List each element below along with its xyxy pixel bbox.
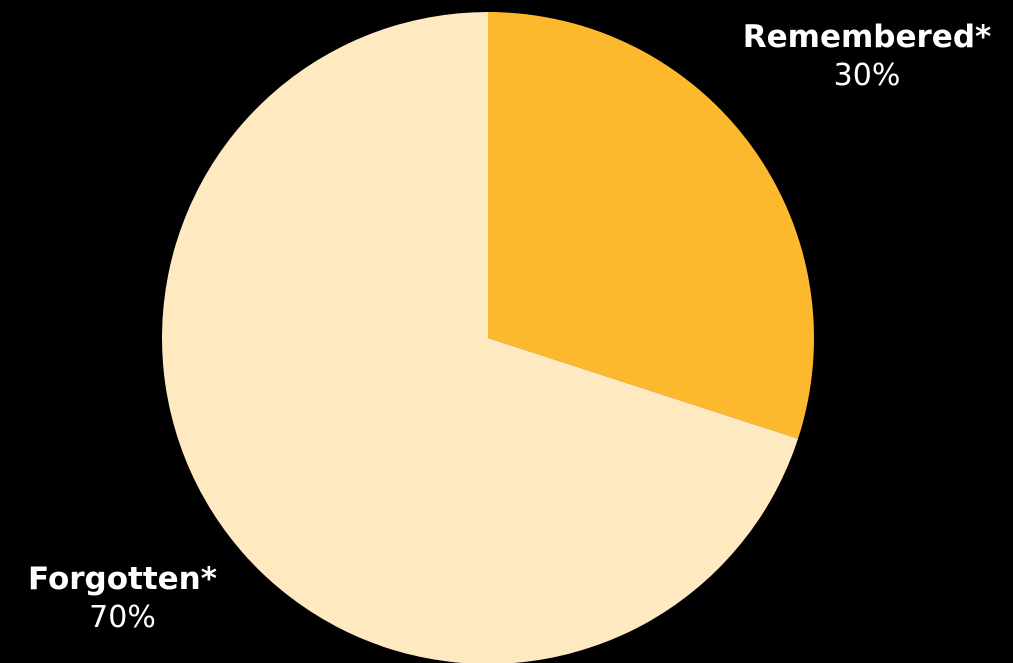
pie-slice-remembered [488, 12, 814, 439]
slice-label-remembered: Remembered* 30% [722, 18, 1012, 94]
slice-name-forgotten: Forgotten* [28, 561, 217, 597]
pie-slice-forgotten [162, 12, 799, 663]
slice-value-remembered: 30% [833, 57, 901, 93]
slice-value-forgotten: 70% [89, 599, 156, 635]
slice-label-forgotten: Forgotten* 70% [0, 560, 245, 636]
slice-name-remembered: Remembered* [742, 19, 992, 55]
